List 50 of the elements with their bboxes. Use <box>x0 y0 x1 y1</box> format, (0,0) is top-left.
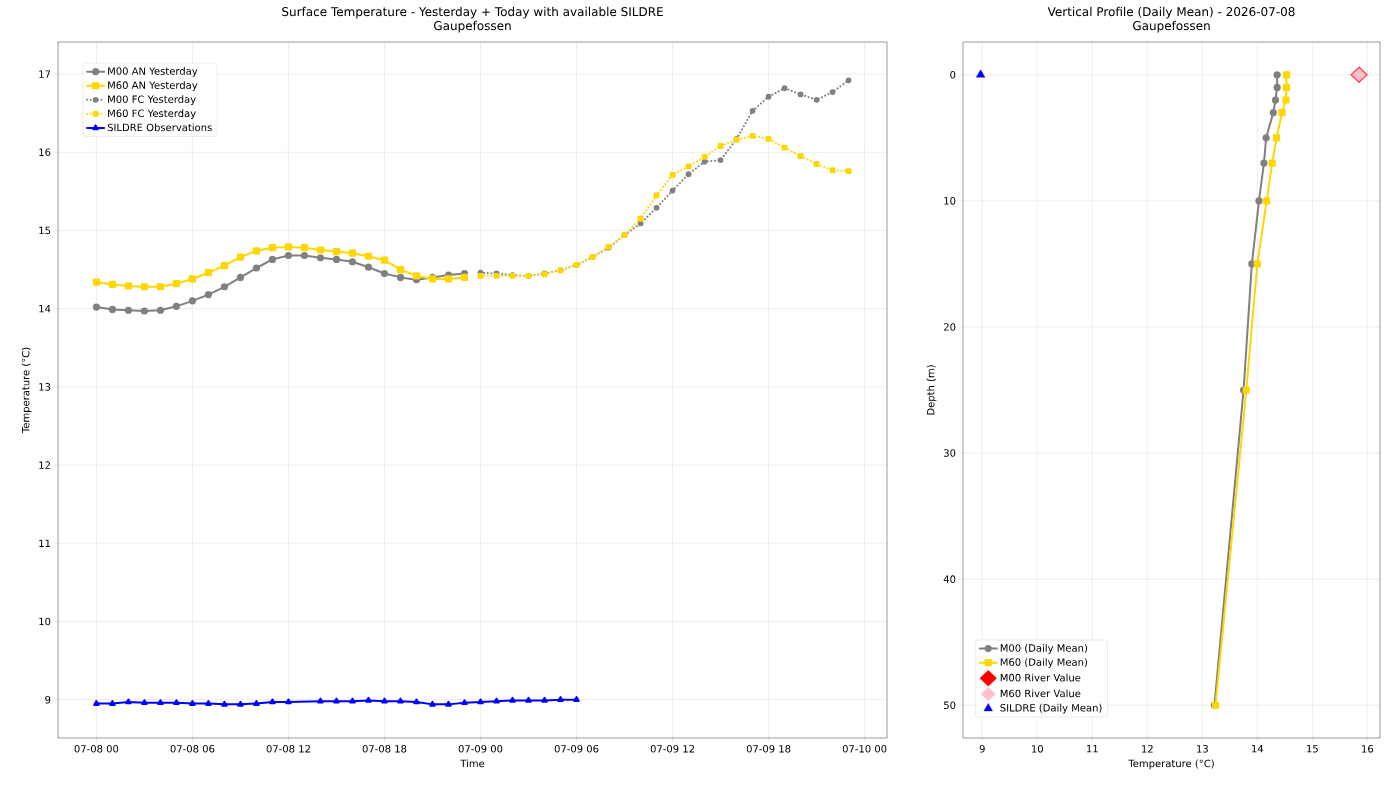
y-tick-label: 14 <box>39 305 51 313</box>
x-axis-title: Time <box>460 759 485 768</box>
x-tick-label: 10 <box>1032 745 1043 753</box>
x-tick-label: 07-09 18 <box>746 745 791 753</box>
legend-label: M00 (Daily Mean) <box>1000 644 1087 654</box>
x-tick-label: 14 <box>1252 745 1264 753</box>
legend-label: SILDRE Observations <box>107 123 212 132</box>
legend-label: M60 AN Yesterday <box>108 81 198 91</box>
x-tick-label: 07-09 12 <box>650 745 695 753</box>
y-tick-label: 16 <box>39 148 51 157</box>
x-tick-label: 12 <box>1142 745 1153 753</box>
legend-label: M60 River Value <box>1000 689 1081 698</box>
y-axis-title: Temperature (°C) <box>21 347 32 434</box>
legend-label: M60 (Daily Mean) <box>1000 658 1087 668</box>
x-tick-label: 15 <box>1307 745 1318 753</box>
x-tick-label: 11 <box>1087 745 1098 753</box>
x-tick-label: 07-08 06 <box>170 745 215 753</box>
x-tick-label: 16 <box>1362 745 1374 753</box>
chart-title: Surface Temperature - Yesterday + Today with available SILDRE <box>282 6 663 19</box>
y-tick-label: 0 <box>950 70 956 79</box>
x-axis-title: Temperature (°C) <box>1128 759 1214 770</box>
x-tick-label: 07-09 00 <box>458 745 503 753</box>
x-tick-label: 13 <box>1197 745 1208 753</box>
legend-label: M00 FC Yesterday <box>108 95 196 105</box>
y-axis-title: Depth (m) <box>926 365 937 415</box>
y-tick-label: 9 <box>45 695 51 704</box>
y-tick-label: 17 <box>39 70 51 78</box>
y-tick-label: 50 <box>944 701 956 710</box>
y-tick-label: 20 <box>943 323 956 331</box>
y-tick-label: 10 <box>39 617 51 626</box>
chart-subtitle: Gaupefossen <box>1133 20 1210 33</box>
legend-label: M00 AN Yesterday <box>108 67 198 77</box>
y-tick-label: 40 <box>943 575 956 583</box>
x-tick-label: 07-08 00 <box>74 745 119 753</box>
y-tick-label: 13 <box>39 383 51 391</box>
y-tick-label: 12 <box>39 461 50 469</box>
x-tick-label: 9 <box>979 745 985 753</box>
legend-label: SILDRE (Daily Mean) <box>1000 703 1102 714</box>
y-tick-label: 10 <box>944 197 956 205</box>
chart-subtitle: Gaupefossen <box>434 20 511 33</box>
x-tick-label: 07-09 06 <box>554 745 599 753</box>
x-tick-label: 07-10 00 <box>842 745 887 753</box>
x-tick-label: 07-08 12 <box>266 745 310 753</box>
legend-label: M60 FC Yesterday <box>108 109 196 120</box>
y-tick-label: 30 <box>944 449 956 457</box>
y-tick-label: 15 <box>39 226 51 235</box>
x-tick-label: 07-08 18 <box>362 745 407 753</box>
legend-label: M00 River Value <box>1000 673 1081 682</box>
chart-title: Vertical Profile (Daily Mean) - 2026-07-08 <box>1047 6 1295 19</box>
y-tick-label: 11 <box>39 539 51 547</box>
